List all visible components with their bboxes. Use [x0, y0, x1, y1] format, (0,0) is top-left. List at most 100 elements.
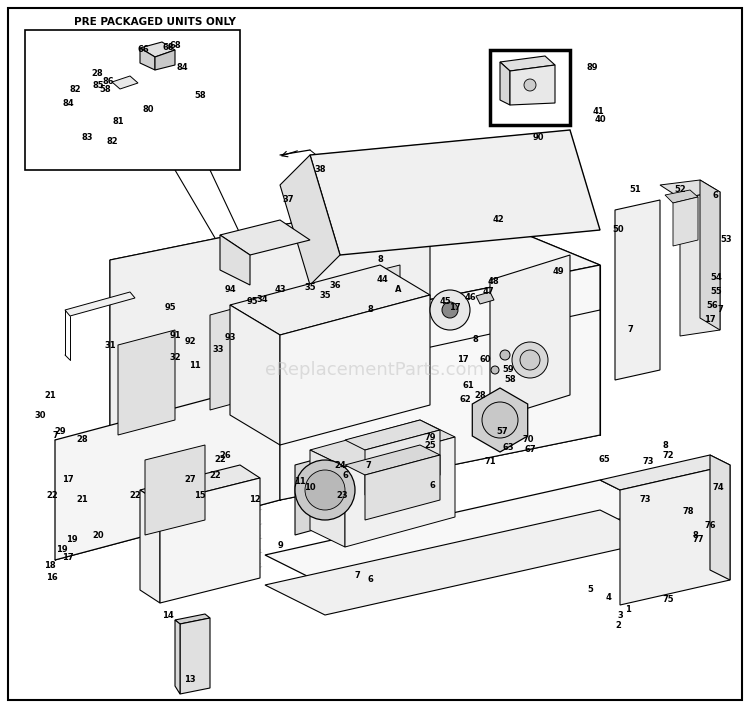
Text: 31: 31: [104, 341, 116, 350]
Polygon shape: [345, 420, 440, 450]
Circle shape: [512, 342, 548, 378]
Text: 6: 6: [712, 190, 718, 200]
Text: 82: 82: [69, 86, 81, 94]
Text: 32: 32: [170, 353, 181, 362]
Polygon shape: [476, 292, 494, 304]
Text: 27: 27: [184, 476, 196, 484]
Text: 40: 40: [594, 115, 606, 125]
Polygon shape: [280, 310, 600, 500]
Circle shape: [442, 302, 458, 318]
Text: 56: 56: [706, 302, 718, 311]
Text: 42: 42: [492, 215, 504, 224]
Text: 73: 73: [639, 496, 651, 505]
Polygon shape: [500, 62, 510, 105]
Polygon shape: [510, 65, 555, 105]
Text: 6: 6: [367, 576, 373, 585]
Text: 35: 35: [320, 292, 331, 300]
Text: eReplacementParts.com: eReplacementParts.com: [266, 361, 484, 379]
Text: 61: 61: [462, 380, 474, 389]
Text: 58: 58: [504, 375, 516, 384]
Text: 7: 7: [52, 430, 58, 440]
Polygon shape: [220, 235, 250, 285]
Circle shape: [482, 402, 518, 438]
Polygon shape: [25, 30, 240, 170]
Text: 92: 92: [184, 338, 196, 346]
Text: 58: 58: [99, 86, 111, 94]
Text: 81: 81: [112, 118, 124, 127]
Text: 78: 78: [682, 508, 694, 517]
Text: 83: 83: [81, 134, 93, 142]
Text: 2: 2: [615, 620, 621, 629]
Text: 17: 17: [458, 355, 469, 365]
Text: 44: 44: [376, 275, 388, 285]
Text: 7: 7: [717, 305, 723, 314]
Text: 82: 82: [106, 137, 118, 147]
Polygon shape: [365, 455, 440, 520]
Text: 18: 18: [44, 561, 56, 569]
Text: 19: 19: [66, 535, 78, 544]
Polygon shape: [600, 455, 730, 490]
Text: 22: 22: [129, 491, 141, 500]
Circle shape: [305, 470, 345, 510]
Polygon shape: [265, 480, 660, 585]
Circle shape: [430, 290, 470, 330]
Text: 62: 62: [459, 396, 471, 404]
Text: 22: 22: [209, 471, 220, 479]
Polygon shape: [345, 437, 455, 547]
Polygon shape: [310, 450, 345, 547]
Polygon shape: [8, 8, 742, 700]
Text: 73: 73: [642, 457, 654, 467]
Text: 13: 13: [184, 675, 196, 685]
Text: 21: 21: [44, 391, 56, 399]
Text: 84: 84: [62, 98, 74, 108]
Polygon shape: [140, 48, 155, 70]
Circle shape: [500, 350, 510, 360]
Text: 89: 89: [586, 64, 598, 72]
Text: 55: 55: [710, 287, 722, 297]
Text: 3: 3: [617, 610, 622, 620]
Circle shape: [520, 350, 540, 370]
Text: 45: 45: [440, 297, 451, 307]
Text: 28: 28: [76, 435, 88, 445]
Text: 7: 7: [354, 571, 360, 580]
Text: 7: 7: [627, 326, 633, 334]
Text: 60: 60: [479, 355, 490, 365]
Text: 51: 51: [629, 185, 640, 195]
Text: 37: 37: [282, 195, 294, 205]
Text: 14: 14: [162, 610, 174, 620]
Text: 71: 71: [484, 457, 496, 467]
Polygon shape: [310, 130, 600, 255]
Polygon shape: [118, 330, 175, 435]
Polygon shape: [500, 56, 555, 71]
Text: 17: 17: [62, 476, 74, 484]
Text: 19: 19: [56, 545, 68, 554]
Text: 8: 8: [662, 440, 668, 450]
Text: 59: 59: [503, 365, 514, 375]
Text: 25: 25: [424, 440, 436, 450]
Text: 28: 28: [474, 391, 486, 399]
Text: 46: 46: [464, 294, 476, 302]
Polygon shape: [55, 380, 280, 560]
Text: 79: 79: [424, 433, 436, 442]
Text: 68: 68: [162, 43, 174, 52]
Polygon shape: [295, 450, 350, 535]
Polygon shape: [175, 620, 180, 694]
Polygon shape: [665, 190, 698, 203]
Polygon shape: [110, 195, 430, 430]
Text: 24: 24: [334, 460, 346, 469]
Polygon shape: [140, 42, 175, 57]
Text: 11: 11: [294, 477, 306, 486]
Text: 94: 94: [224, 285, 236, 295]
Text: 6: 6: [429, 481, 435, 489]
Text: 22: 22: [46, 491, 58, 500]
Text: 54: 54: [710, 273, 722, 282]
Text: 17: 17: [449, 304, 460, 312]
Text: 77: 77: [692, 535, 703, 544]
Polygon shape: [620, 465, 730, 605]
Circle shape: [491, 366, 499, 374]
Text: 23: 23: [336, 491, 348, 500]
Text: 58: 58: [194, 91, 206, 100]
Polygon shape: [220, 220, 310, 255]
Polygon shape: [472, 388, 528, 452]
Polygon shape: [112, 76, 138, 89]
